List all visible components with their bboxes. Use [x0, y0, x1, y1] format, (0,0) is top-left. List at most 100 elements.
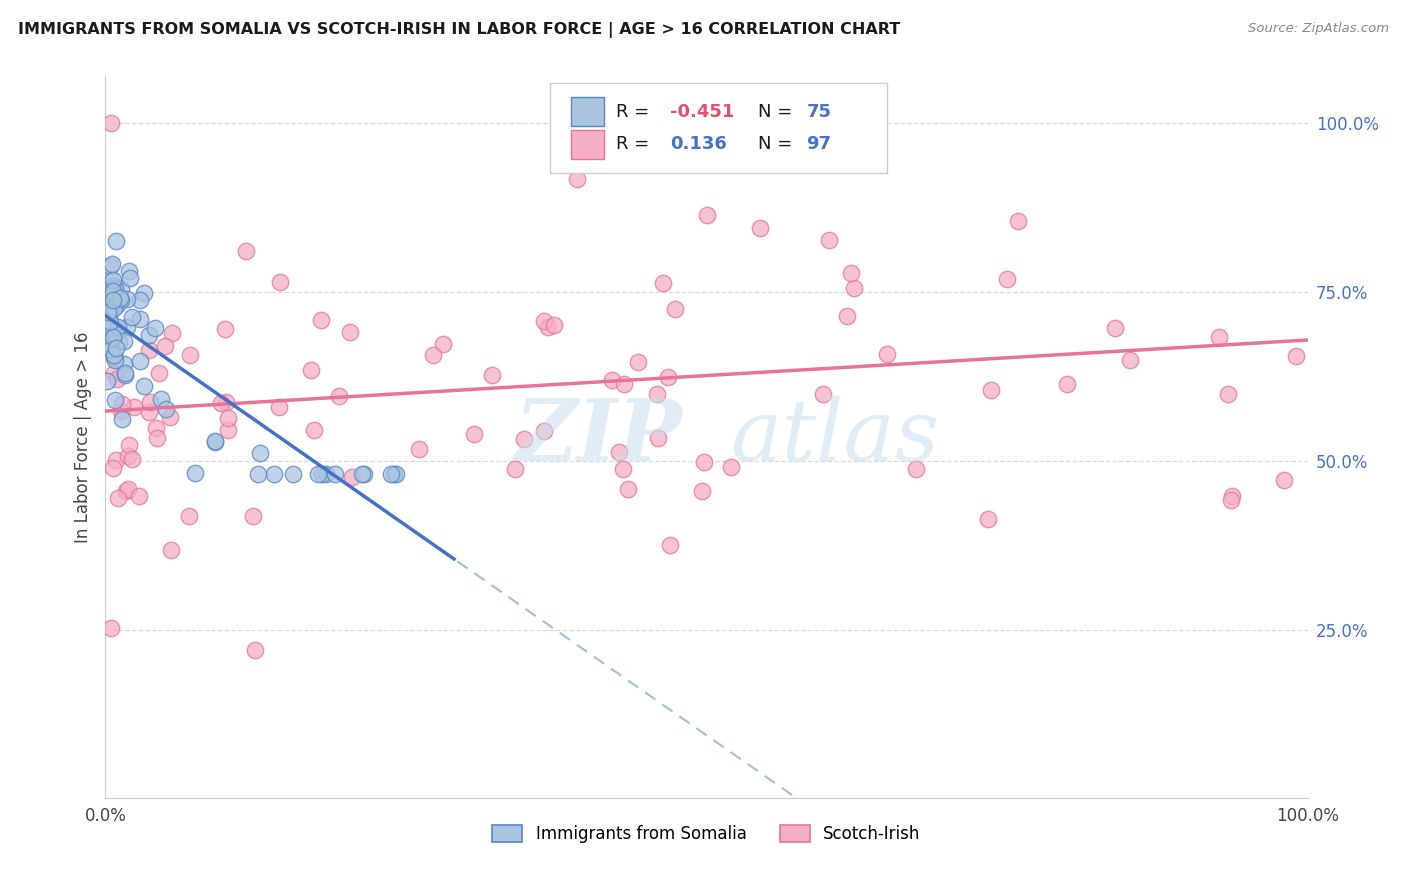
Point — [101, 285, 124, 300]
Point — [876, 346, 898, 360]
Point — [690, 483, 713, 498]
Point — [299, 363, 322, 377]
Point — [627, 355, 650, 369]
Point — [267, 400, 290, 414]
Point — [1220, 493, 1243, 508]
Point — [96, 297, 118, 311]
Point — [98, 272, 121, 286]
Point — [155, 339, 177, 353]
Point — [111, 412, 134, 426]
Point — [117, 320, 139, 334]
Point — [204, 434, 226, 449]
Point — [533, 313, 555, 327]
Point — [179, 508, 201, 523]
Point — [145, 421, 167, 435]
Point — [748, 221, 770, 235]
Point — [179, 348, 201, 362]
Point — [112, 334, 135, 348]
Point — [811, 387, 834, 401]
Text: R =: R = — [616, 136, 661, 153]
Point — [148, 366, 170, 380]
Point — [103, 279, 125, 293]
Point — [98, 259, 121, 273]
Text: 75: 75 — [806, 103, 831, 121]
Point — [107, 319, 129, 334]
Point — [134, 379, 156, 393]
Point — [129, 293, 152, 307]
FancyBboxPatch shape — [550, 83, 887, 173]
Legend: Immigrants from Somalia, Scotch-Irish: Immigrants from Somalia, Scotch-Irish — [484, 816, 929, 852]
Point — [503, 462, 526, 476]
Point — [118, 264, 141, 278]
Point — [204, 434, 226, 449]
Point — [657, 369, 679, 384]
Point — [110, 403, 132, 417]
Point — [155, 401, 177, 416]
Point — [811, 136, 834, 150]
Point — [101, 287, 124, 301]
Point — [124, 400, 146, 414]
Point — [103, 367, 125, 381]
Point — [339, 326, 361, 340]
Point — [112, 358, 135, 372]
Point — [1208, 329, 1230, 343]
Y-axis label: In Labor Force | Age > 16: In Labor Force | Age > 16 — [73, 331, 91, 543]
Point — [149, 392, 172, 406]
Point — [1056, 377, 1078, 392]
Point — [101, 257, 124, 271]
Point — [269, 275, 291, 289]
Point — [138, 404, 160, 418]
Point — [720, 459, 742, 474]
Point — [107, 491, 129, 505]
Point — [835, 310, 858, 324]
FancyBboxPatch shape — [571, 97, 605, 127]
Point — [101, 293, 124, 307]
Point — [101, 461, 124, 475]
Point — [422, 348, 444, 362]
Point — [97, 336, 120, 351]
Point — [97, 305, 120, 319]
Point — [352, 467, 374, 482]
Point — [658, 538, 681, 552]
Point — [1104, 321, 1126, 335]
Text: -0.451: -0.451 — [671, 103, 735, 121]
Point — [980, 383, 1002, 397]
Point — [114, 368, 136, 382]
Point — [842, 281, 865, 295]
Point — [323, 467, 346, 482]
Point — [513, 432, 536, 446]
Point — [242, 509, 264, 524]
Point — [600, 373, 623, 387]
Point — [218, 423, 240, 437]
Point — [218, 411, 240, 425]
Text: R =: R = — [616, 103, 655, 121]
Point — [104, 281, 127, 295]
Point — [664, 301, 686, 316]
Point — [651, 276, 673, 290]
Point — [214, 322, 236, 336]
Point — [103, 282, 125, 296]
Point — [612, 462, 634, 476]
Point — [100, 342, 122, 356]
Point — [315, 467, 337, 482]
Point — [115, 292, 138, 306]
Point — [328, 389, 350, 403]
Point — [121, 310, 143, 324]
Text: atlas: atlas — [731, 396, 939, 478]
Text: ZIP: ZIP — [515, 395, 682, 479]
Point — [128, 353, 150, 368]
Point — [1220, 489, 1243, 503]
Point — [263, 467, 285, 482]
Point — [183, 466, 205, 480]
Point — [645, 387, 668, 401]
Text: 0.136: 0.136 — [671, 136, 727, 153]
Point — [138, 328, 160, 343]
Point — [117, 438, 139, 452]
Point — [215, 395, 238, 409]
Point — [696, 208, 718, 222]
Point — [104, 392, 127, 407]
Point — [96, 284, 118, 298]
Point — [353, 467, 375, 482]
Point — [111, 397, 134, 411]
Point — [101, 330, 124, 344]
